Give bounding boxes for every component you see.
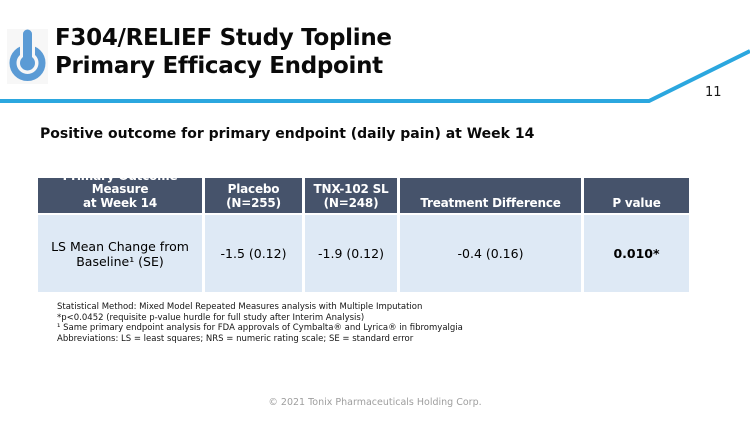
slide-title: F304/RELIEF Study Topline Primary Effica… bbox=[55, 24, 392, 80]
table-header-row: Primary Outcome Measure at Week 14 Place… bbox=[38, 169, 689, 213]
header-label: TNX-102 SL bbox=[313, 182, 389, 196]
header-cell-placebo: Placebo (N=255) bbox=[205, 178, 302, 213]
header-cell-treatment-difference: Treatment Difference bbox=[400, 178, 581, 213]
cell-placebo-value: -1.5 (0.12) bbox=[205, 215, 302, 292]
results-table: Primary Outcome Measure at Week 14 Place… bbox=[38, 169, 689, 292]
footnotes: Statistical Method: Mixed Model Repeated… bbox=[57, 302, 463, 344]
header-label: at Week 14 bbox=[83, 195, 157, 210]
page-number: 11 bbox=[705, 85, 722, 100]
header-label: (N=255) bbox=[226, 195, 281, 210]
header-label: (N=248) bbox=[323, 195, 379, 210]
cell-tnx-value: -1.9 (0.12) bbox=[305, 215, 397, 292]
slide-title-line2: Primary Efficacy Endpoint bbox=[55, 53, 383, 79]
tonix-logo bbox=[7, 29, 48, 84]
cell-p-value: 0.010* bbox=[584, 215, 689, 292]
header-label: Treatment Difference bbox=[420, 195, 561, 210]
cell-outcome-measure: LS Mean Change from Baseline¹ (SE) bbox=[38, 215, 202, 292]
cell-treatment-difference-value: -0.4 (0.16) bbox=[400, 215, 581, 292]
footnote-abbreviations: Abbreviations: LS = least squares; NRS =… bbox=[57, 333, 414, 344]
subtitle: Positive outcome for primary endpoint (d… bbox=[40, 126, 535, 142]
header-label: Primary Outcome Measure bbox=[62, 168, 178, 196]
header-cell-p-value: P value bbox=[584, 178, 689, 213]
footnote-p-value-hurdle: *p<0.0452 (requisite p-value hurdle for … bbox=[57, 312, 365, 323]
slide-title-line1: F304/RELIEF Study Topline bbox=[55, 25, 392, 51]
power-icon bbox=[9, 29, 46, 81]
copyright-notice: © 2021 Tonix Pharmaceuticals Holding Cor… bbox=[268, 397, 482, 408]
header-label: Placebo bbox=[227, 182, 280, 196]
cell-text: Baseline¹ (SE) bbox=[76, 253, 164, 269]
cell-text: LS Mean Change from bbox=[51, 238, 189, 254]
header-label: P value bbox=[612, 195, 661, 210]
footnote-fda-approvals: ¹ Same primary endpoint analysis for FDA… bbox=[57, 323, 463, 333]
table-data-row: LS Mean Change from Baseline¹ (SE) -1.5 … bbox=[38, 215, 689, 292]
header-cell-primary-outcome: Primary Outcome Measure at Week 14 bbox=[38, 169, 202, 213]
footnote-statistical-method: Statistical Method: Mixed Model Repeated… bbox=[57, 302, 423, 312]
header-cell-tnx: TNX-102 SL (N=248) bbox=[305, 178, 397, 213]
